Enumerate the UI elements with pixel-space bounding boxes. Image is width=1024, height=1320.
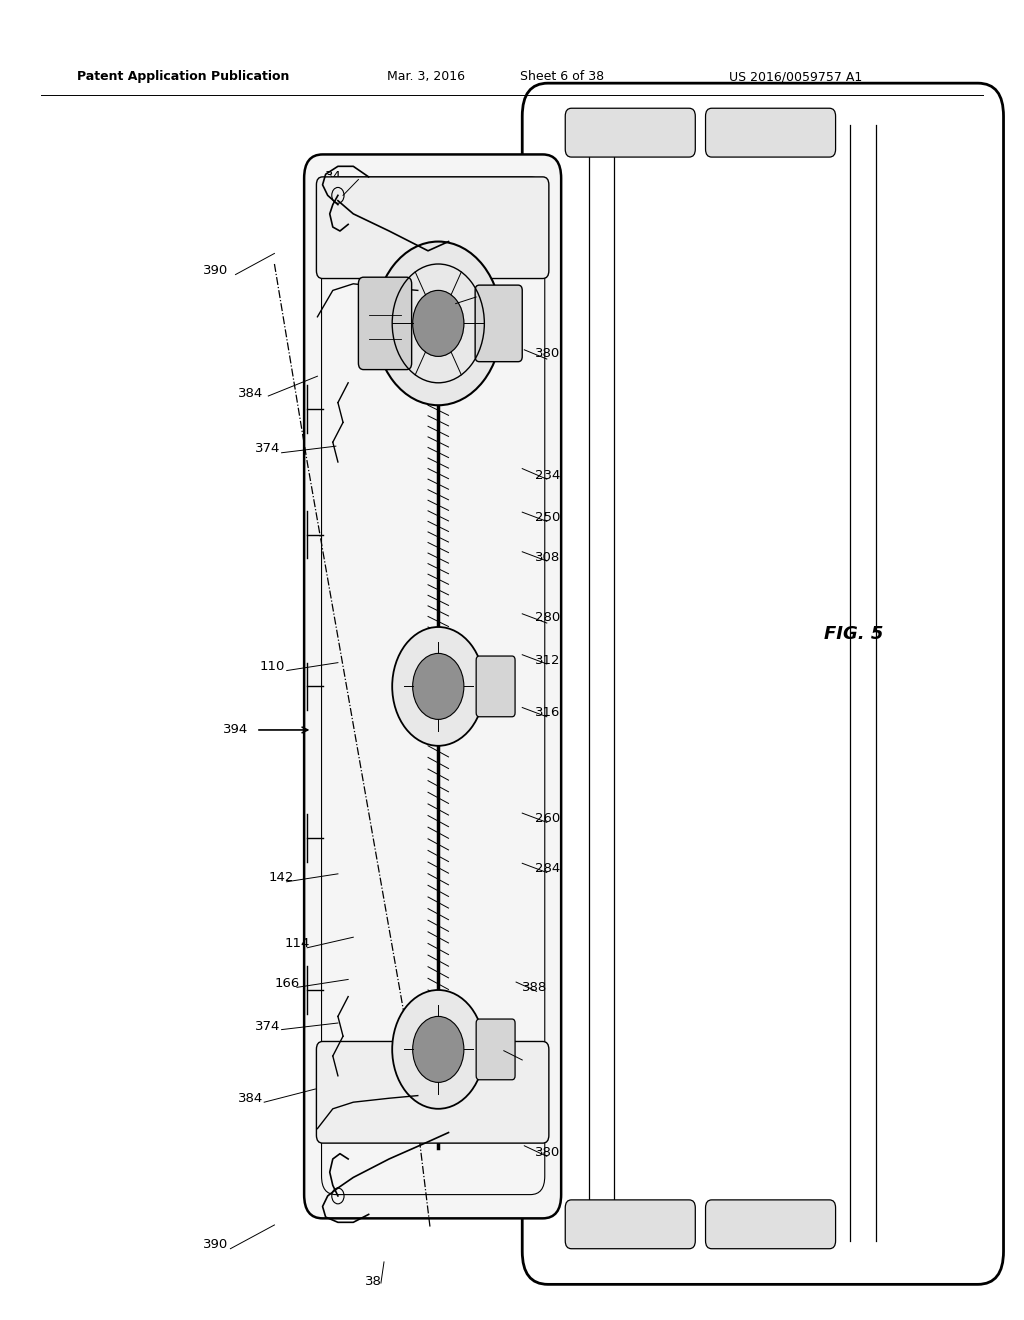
Text: 234: 234 bbox=[535, 469, 560, 482]
Text: Mar. 3, 2016: Mar. 3, 2016 bbox=[387, 70, 465, 83]
Text: 374: 374 bbox=[255, 442, 281, 455]
Text: 390: 390 bbox=[203, 1238, 228, 1251]
FancyBboxPatch shape bbox=[706, 108, 836, 157]
Text: Patent Application Publication: Patent Application Publication bbox=[77, 70, 289, 83]
Text: 380: 380 bbox=[535, 347, 560, 360]
Circle shape bbox=[413, 290, 464, 356]
Text: 380: 380 bbox=[535, 1146, 560, 1159]
Text: 166: 166 bbox=[274, 977, 300, 990]
FancyBboxPatch shape bbox=[706, 1200, 836, 1249]
Circle shape bbox=[392, 627, 484, 746]
FancyBboxPatch shape bbox=[316, 1041, 549, 1143]
FancyBboxPatch shape bbox=[476, 1019, 515, 1080]
Text: FIG. 5: FIG. 5 bbox=[824, 624, 884, 643]
Text: 142: 142 bbox=[268, 871, 294, 884]
FancyBboxPatch shape bbox=[565, 108, 695, 157]
Text: 374: 374 bbox=[255, 1020, 281, 1034]
Text: 316: 316 bbox=[535, 706, 560, 719]
Text: 34: 34 bbox=[325, 170, 341, 183]
FancyBboxPatch shape bbox=[358, 277, 412, 370]
Text: 384: 384 bbox=[238, 1092, 263, 1105]
Text: 312: 312 bbox=[535, 653, 560, 667]
FancyBboxPatch shape bbox=[304, 154, 561, 1218]
Circle shape bbox=[375, 242, 502, 405]
FancyBboxPatch shape bbox=[475, 285, 522, 362]
Text: 280: 280 bbox=[535, 611, 560, 624]
Text: 308: 308 bbox=[535, 550, 560, 564]
Text: US 2016/0059757 A1: US 2016/0059757 A1 bbox=[729, 70, 862, 83]
Text: 110: 110 bbox=[259, 660, 285, 673]
Circle shape bbox=[392, 990, 484, 1109]
FancyBboxPatch shape bbox=[316, 177, 549, 279]
Text: Sheet 6 of 38: Sheet 6 of 38 bbox=[520, 70, 604, 83]
Text: 358: 358 bbox=[510, 1049, 536, 1063]
Circle shape bbox=[413, 1016, 464, 1082]
Text: 390: 390 bbox=[203, 264, 228, 277]
Text: 388: 388 bbox=[522, 981, 548, 994]
Text: 384: 384 bbox=[238, 387, 263, 400]
FancyBboxPatch shape bbox=[565, 1200, 695, 1249]
Text: 250: 250 bbox=[535, 511, 560, 524]
Text: 370: 370 bbox=[451, 286, 476, 300]
Text: 394: 394 bbox=[223, 723, 249, 737]
Circle shape bbox=[413, 653, 464, 719]
Text: 38: 38 bbox=[365, 1275, 381, 1288]
FancyBboxPatch shape bbox=[476, 656, 515, 717]
Text: 114: 114 bbox=[285, 937, 310, 950]
Text: 260: 260 bbox=[535, 812, 560, 825]
Text: 284: 284 bbox=[535, 862, 560, 875]
